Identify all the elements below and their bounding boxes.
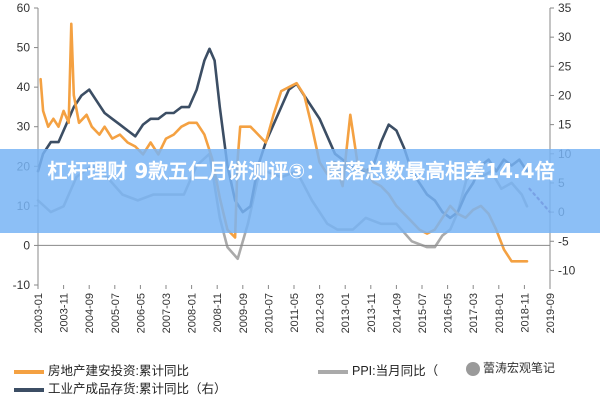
y-left-tick-label: 60: [17, 1, 31, 15]
x-tick-label: 2007-03: [161, 293, 173, 333]
y-right-tick-label: 30: [558, 30, 572, 44]
legend-label-ppi: PPI:当月同比（: [352, 364, 439, 378]
legend-item-ppi: PPI:当月同比（: [318, 360, 438, 379]
x-tick-label: 2019-09: [545, 293, 557, 333]
x-tick-label: 2016-05: [443, 293, 455, 333]
wechat-icon: [466, 361, 480, 376]
x-tick-label: 2008-11: [212, 293, 224, 333]
watermark-text: 蕾涛宏观笔记: [483, 361, 556, 375]
legend-item-real-estate: 房地产建安投资:累计同比: [14, 360, 189, 379]
x-tick-label: 2003-11: [59, 293, 71, 333]
x-tick-label: 2004-09: [84, 293, 96, 333]
article-title[interactable]: 杠杆理财 9款五仁月饼测评③：菌落总数最高相差14.4倍: [47, 159, 555, 183]
x-tick-label: 2008-01: [187, 293, 199, 333]
legend-swatch-real-estate: [14, 369, 44, 374]
legend-swatch-inventory: [14, 387, 44, 392]
x-tick-label: 2012-03: [315, 293, 327, 333]
x-tick-label: 2013-11: [366, 293, 378, 333]
y-left-tick-label: 50: [17, 41, 31, 55]
x-tick-label: 2017-03: [468, 293, 480, 333]
watermark: 蕾涛宏观笔记: [466, 359, 555, 376]
legend-swatch-ppi: [318, 369, 348, 374]
y-left-tick-label: 40: [17, 80, 31, 94]
legend-item-inventory: 工业产成品存货:累计同比（右）: [14, 378, 226, 397]
x-tick-label: 2018-11: [519, 293, 531, 333]
y-right-tick-label: 25: [558, 59, 572, 73]
x-tick-label: 2009-09: [238, 293, 250, 333]
y-right-tick-label: 15: [558, 118, 572, 132]
y-left-tick-label: 30: [17, 120, 31, 134]
y-right-tick-label: -10: [558, 263, 576, 277]
x-tick-label: 2013-01: [340, 293, 352, 333]
y-right-tick-label: 35: [558, 1, 572, 15]
x-tick-label: 2018-01: [494, 293, 506, 333]
legend-label-real-estate: 房地产建安投资:累计同比: [48, 364, 189, 378]
x-tick-label: 2010-07: [263, 293, 275, 333]
y-right-tick-label: 20: [558, 88, 572, 102]
article-title-banner[interactable]: 杠杆理财 9款五仁月饼测评③：菌落总数最高相差14.4倍: [0, 149, 600, 233]
y-right-tick-label: -5: [558, 234, 569, 248]
y-left-tick-label: -10: [13, 278, 31, 292]
legend-label-inventory: 工业产成品存货:累计同比（右）: [48, 382, 227, 396]
x-tick-label: 2006-05: [135, 293, 147, 333]
x-tick-label: 2011-05: [289, 293, 301, 333]
x-tick-label: 2003-01: [33, 293, 45, 333]
y-left-tick-label: 0: [23, 238, 30, 252]
x-tick-label: 2015-07: [417, 293, 429, 333]
x-tick-label: 2005-07: [110, 293, 122, 333]
x-tick-label: 2014-09: [391, 293, 403, 333]
